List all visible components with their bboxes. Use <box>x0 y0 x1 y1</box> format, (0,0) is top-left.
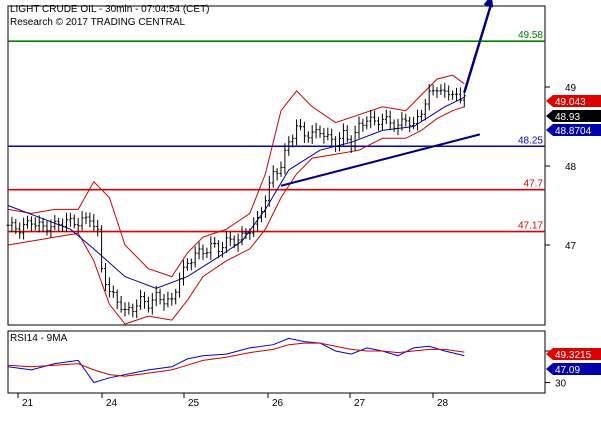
chart-title: LIGHT CRUDE OIL - 30min - 07:04:54 (CET) <box>10 4 210 15</box>
level-label: 47.7 <box>524 179 544 190</box>
y-tick-label: 49 <box>565 83 577 94</box>
rsi-value-tag <box>546 363 601 375</box>
price-tag-label: 48.8704 <box>555 126 592 137</box>
rsi-value-tag <box>546 348 601 360</box>
bollinger-lower-line <box>7 106 465 325</box>
x-tick-label: 24 <box>106 398 118 409</box>
x-tick-label: 21 <box>22 398 34 409</box>
level-label: 47.17 <box>518 221 543 232</box>
rsi-line-rsi <box>7 337 465 384</box>
bollinger-upper-line <box>7 74 465 278</box>
rsi-panel-frame <box>7 330 546 394</box>
rsi-value-tag-label: 47.09 <box>555 365 580 376</box>
projection-arrow-head <box>483 0 494 8</box>
price-tag <box>546 110 601 122</box>
projection-arrow <box>463 2 493 93</box>
price-tag-label: 49.043 <box>555 97 586 108</box>
y-tick-label: 48 <box>565 162 577 173</box>
price-tag-label: 48.93 <box>555 112 580 123</box>
rsi-line-ma <box>7 342 465 377</box>
rsi-y-tick-label: 30 <box>555 379 567 390</box>
main-panel-frame <box>7 5 546 326</box>
rsi-value-tag-label: 49.3215 <box>555 350 592 361</box>
moving-average-line <box>7 96 465 289</box>
y-tick-label: 47 <box>565 241 577 252</box>
price-tag <box>546 95 601 107</box>
x-tick-label: 27 <box>354 398 366 409</box>
level-label: 49.58 <box>518 30 543 41</box>
price-tag <box>546 124 601 136</box>
rsi-panel-title: RSI14 - 9MA <box>10 333 68 344</box>
trendline <box>280 133 481 187</box>
x-tick-label: 25 <box>188 398 200 409</box>
level-label: 48.25 <box>518 135 543 146</box>
chart-subtitle: Research © 2017 TRADING CENTRAL <box>10 17 186 28</box>
x-tick-label: 26 <box>272 398 284 409</box>
x-tick-label: 28 <box>437 398 449 409</box>
